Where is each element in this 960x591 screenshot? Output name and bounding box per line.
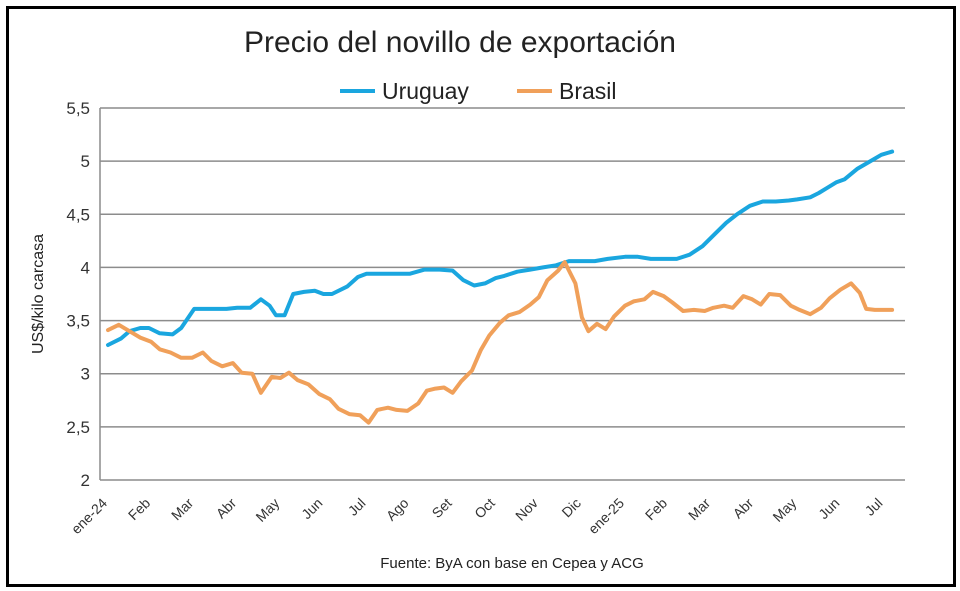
y-axis-label: US$/kilo carcasa [30, 234, 47, 354]
y-tick-label: 3 [81, 365, 90, 384]
y-tick-label: 5 [81, 152, 90, 171]
legend-label-brasil: Brasil [559, 78, 617, 104]
source-note: Fuente: ByA con base en Cepea y ACG [380, 555, 644, 572]
x-tick-label: Dic [558, 495, 584, 521]
x-tick-label: Oct [471, 495, 498, 522]
chart-frame [6, 6, 956, 587]
x-tick-label: Nov [512, 495, 541, 524]
y-axis-ticks: 2 2,5 3 3,5 4 4,5 5 5,5 [66, 99, 90, 490]
y-tick-label: 5,5 [66, 99, 90, 118]
x-tick-label: ene-25 [585, 495, 627, 537]
chart-title: Precio del novillo de exportación [244, 26, 676, 59]
y-tick-label: 2,5 [66, 418, 90, 437]
series-lines [106, 149, 895, 425]
gridlines [99, 107, 905, 481]
x-tick-label: Feb [125, 495, 154, 524]
y-tick-label: 3,5 [66, 312, 90, 331]
x-tick-label: Jun [815, 495, 842, 522]
x-axis-ticks: ene-24 Feb Mar Abr May Jun Jul Ago Set Oct Nov Dic e… [68, 495, 886, 537]
x-tick-label: Abr [730, 495, 757, 522]
y-tick-label: 2 [81, 471, 90, 490]
legend: Uruguay Brasil [340, 78, 617, 104]
x-tick-label: ene-24 [68, 495, 110, 537]
x-tick-label: Jul [345, 495, 369, 519]
x-tick-label: Set [429, 495, 455, 521]
x-tick-label: Mar [685, 495, 714, 524]
x-tick-label: Jul [862, 495, 886, 519]
series-line-brasil [106, 260, 895, 425]
x-tick-label: May [252, 495, 282, 525]
x-tick-label: May [769, 495, 799, 525]
series-line-uruguay [106, 149, 895, 347]
y-tick-label: 4 [81, 258, 90, 277]
x-tick-label: Jun [298, 495, 325, 522]
x-tick-label: Ago [383, 495, 412, 524]
x-tick-label: Feb [642, 495, 671, 524]
x-tick-label: Abr [213, 495, 240, 522]
y-tick-label: 4,5 [66, 205, 90, 224]
legend-label-uruguay: Uruguay [382, 78, 469, 104]
x-tick-label: Mar [168, 495, 197, 524]
